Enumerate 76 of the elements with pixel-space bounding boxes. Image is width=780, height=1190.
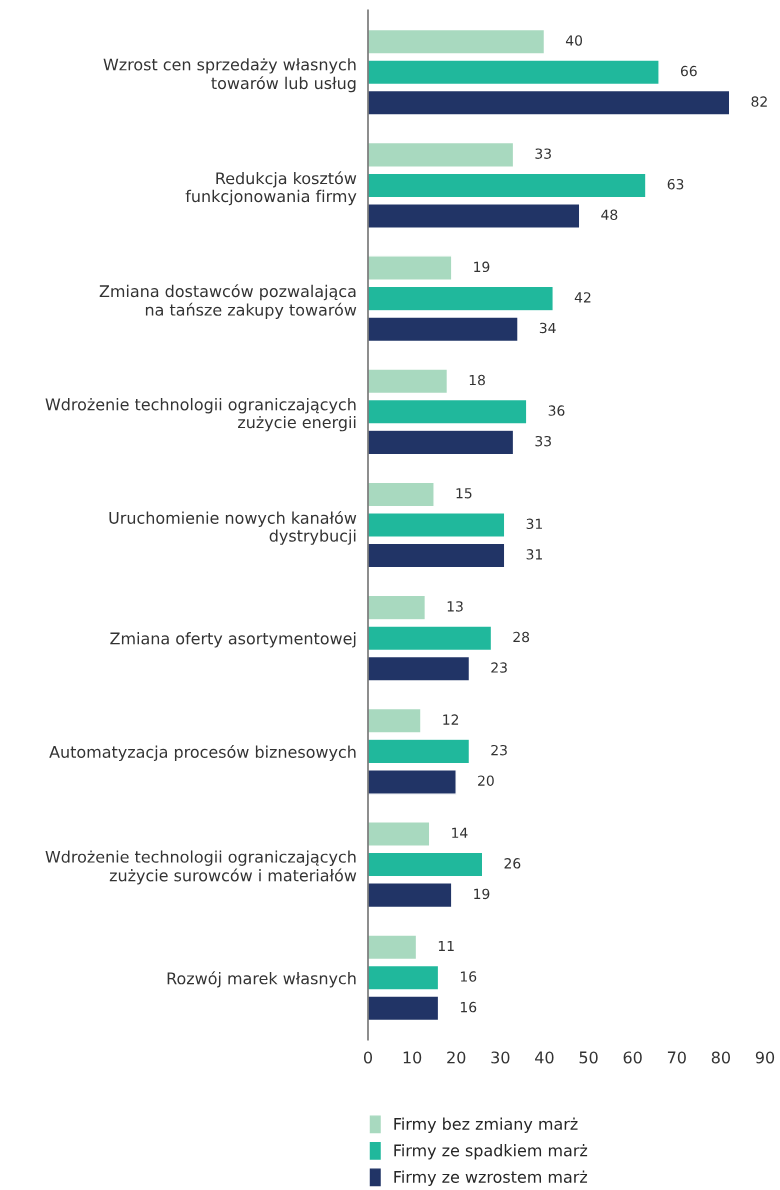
data-label: 33 [535, 148, 551, 159]
data-label: 82 [751, 96, 767, 107]
data-label: 31 [526, 549, 542, 560]
data-label: 23 [491, 662, 507, 673]
y-tick-label: Automatyzacja procesów biznesowych [49, 744, 356, 762]
data-label: 48 [601, 209, 618, 221]
y-tick-label: Wzrost cen sprzedaży własnych towarów lub usług [103, 58, 356, 93]
y-tick-label: Zmiana oferty asortymentowej [110, 632, 356, 648]
bar [368, 821, 431, 847]
x-tick-label: 70 [667, 1051, 686, 1064]
bar [368, 934, 418, 961]
bar [368, 172, 647, 199]
x-tick-label: 80 [711, 1051, 730, 1064]
data-label: 26 [504, 858, 521, 869]
bar [368, 285, 554, 312]
bar [368, 625, 493, 652]
bar [368, 594, 427, 621]
bar [368, 655, 471, 682]
bar [368, 995, 440, 1022]
bar [368, 481, 435, 508]
data-label: 34 [539, 322, 556, 334]
bar [368, 429, 515, 456]
bar [368, 769, 457, 795]
data-label: 23 [491, 744, 507, 756]
data-label: 33 [535, 435, 551, 447]
bar [368, 89, 731, 116]
x-tick-label: 30 [491, 1051, 510, 1064]
data-label: 40 [565, 35, 583, 46]
y-tick-label: Wdrożenie technologii ograniczających zużycie energii [45, 398, 356, 432]
data-label: 36 [548, 405, 565, 416]
data-label: 63 [667, 178, 684, 190]
data-label: 13 [447, 601, 463, 612]
x-tick-label: 50 [579, 1051, 598, 1064]
data-label: 66 [680, 65, 697, 77]
y-tick-label: Redukcja kosztów funkcjonowania firmy [185, 171, 357, 206]
x-tick-label: 60 [623, 1051, 642, 1064]
data-label: 12 [443, 714, 459, 725]
bar [368, 59, 660, 86]
data-label: 31 [526, 518, 542, 530]
bar [368, 255, 453, 281]
data-label: 11 [438, 940, 454, 952]
bar [368, 882, 453, 909]
bar [368, 368, 449, 395]
data-label: 20 [478, 775, 494, 786]
data-label: 19 [474, 261, 490, 273]
bar [368, 851, 484, 878]
legend-label: Firmy bez zmiany marż [394, 1117, 578, 1134]
data-label: 16 [460, 971, 477, 982]
x-tick-label: 20 [447, 1051, 466, 1064]
bar [368, 203, 581, 229]
x-tick-label: 40 [535, 1051, 554, 1064]
bar [368, 316, 519, 343]
bar [368, 28, 546, 55]
data-label: 14 [452, 827, 468, 838]
legend-label: Firmy ze wzrostem marż [394, 1170, 588, 1187]
data-label: 18 [469, 374, 485, 386]
bar [368, 542, 506, 569]
bar [368, 707, 422, 734]
bar [368, 738, 471, 765]
data-label: 42 [574, 292, 591, 303]
bar [368, 964, 440, 991]
y-tick-label: Uruchomienie nowych kanałów dystrybucji [109, 510, 357, 545]
y-tick-label: Rozwój marek własnych [167, 971, 356, 988]
x-tick-label: 10 [403, 1051, 422, 1064]
y-tick-label: Zmiana dostawców pozwalająca na tańsze zakupy towarów [99, 284, 357, 319]
y-tick-label: Wdrożenie technologii ograniczających zużycie surowców i materiałów [45, 850, 357, 885]
bar [368, 512, 506, 538]
x-tick-label: 90 [755, 1051, 775, 1064]
x-tick-label: 0 [363, 1051, 373, 1064]
data-label: 15 [456, 488, 472, 499]
bar [368, 141, 515, 168]
data-label: 28 [513, 631, 530, 643]
legend-label: Firmy ze spadkiem marż [394, 1144, 588, 1160]
data-label: 19 [474, 888, 490, 900]
bar [368, 398, 528, 425]
data-label: 16 [460, 1001, 477, 1013]
